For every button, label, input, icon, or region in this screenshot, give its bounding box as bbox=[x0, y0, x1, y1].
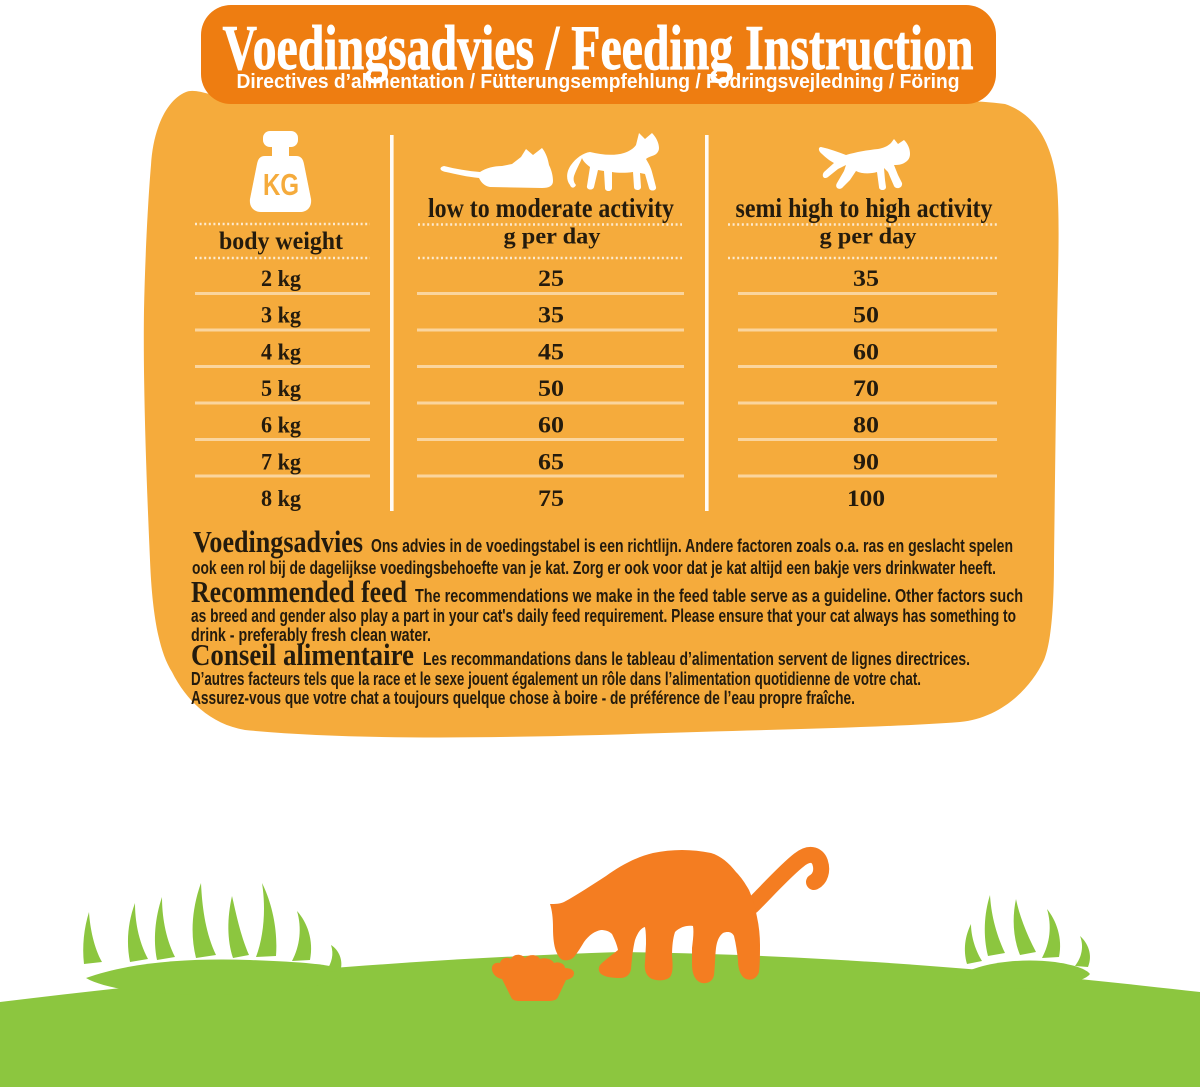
svg-text:ook een rol bij de dagelijkse: ook een rol bij de dagelijkse voedingsbe… bbox=[192, 558, 996, 578]
svg-text:60: 60 bbox=[853, 339, 879, 364]
svg-text:35: 35 bbox=[853, 266, 879, 291]
svg-text:90: 90 bbox=[853, 449, 879, 474]
svg-text:g per day: g per day bbox=[820, 224, 918, 249]
svg-text:60: 60 bbox=[538, 413, 564, 438]
svg-text:80: 80 bbox=[853, 413, 879, 438]
svg-text:2 kg: 2 kg bbox=[261, 266, 301, 291]
svg-text:100: 100 bbox=[847, 486, 885, 511]
svg-text:7 kg: 7 kg bbox=[261, 449, 301, 474]
svg-text:45: 45 bbox=[538, 339, 564, 364]
svg-text:semi high to high activity: semi high to high activity bbox=[736, 192, 993, 223]
svg-text:3 kg: 3 kg bbox=[261, 303, 301, 328]
svg-text:as breed and gender also play: as breed and gender also play a part in … bbox=[191, 606, 1016, 626]
svg-text:Directives d’alimentation / Fü: Directives d’alimentation / Fütterungsem… bbox=[237, 70, 960, 93]
svg-text:50: 50 bbox=[853, 303, 879, 328]
svg-text:Assurez-vous que votre chat a: Assurez-vous que votre chat a toujours q… bbox=[191, 688, 855, 708]
svg-text:drink - preferably fresh clean: drink - preferably fresh clean water. bbox=[191, 625, 431, 645]
svg-text:D’autres facteurs tels que la: D’autres facteurs tels que la race et le… bbox=[191, 669, 921, 689]
svg-text:5 kg: 5 kg bbox=[261, 376, 301, 401]
svg-text:Voedingsadvies / Feeding Instr: Voedingsadvies / Feeding Instruction bbox=[223, 13, 974, 83]
svg-text:75: 75 bbox=[538, 486, 564, 511]
svg-text:g per day: g per day bbox=[504, 224, 602, 249]
svg-text:low to moderate activity: low to moderate activity bbox=[428, 192, 674, 223]
svg-text:KG: KG bbox=[263, 167, 299, 202]
svg-text:50: 50 bbox=[538, 376, 564, 401]
svg-text:6 kg: 6 kg bbox=[261, 413, 301, 438]
svg-text:65: 65 bbox=[538, 449, 564, 474]
svg-text:body weight: body weight bbox=[219, 228, 344, 255]
svg-text:35: 35 bbox=[538, 303, 564, 328]
svg-text:25: 25 bbox=[538, 266, 564, 291]
svg-text:4 kg: 4 kg bbox=[261, 339, 301, 364]
svg-text:70: 70 bbox=[853, 376, 879, 401]
svg-text:8 kg: 8 kg bbox=[261, 486, 301, 511]
